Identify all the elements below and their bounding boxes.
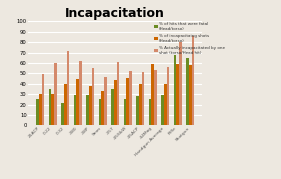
Bar	[76, 79, 79, 125]
Bar	[174, 55, 176, 125]
Bar	[139, 84, 142, 125]
Bar	[67, 50, 69, 125]
Bar	[167, 67, 169, 125]
Bar	[176, 64, 179, 125]
Bar	[39, 94, 42, 125]
Bar	[189, 65, 192, 125]
Bar	[114, 80, 117, 125]
Bar	[129, 71, 132, 125]
Bar	[101, 91, 104, 125]
Bar	[151, 64, 154, 125]
Bar	[117, 62, 119, 125]
Bar	[51, 94, 54, 125]
Bar	[64, 84, 67, 125]
Title: Incapacitation: Incapacitation	[65, 7, 165, 20]
Bar	[89, 86, 92, 125]
Bar	[124, 99, 126, 125]
Bar	[192, 36, 194, 125]
Bar	[149, 99, 151, 125]
Bar	[54, 63, 57, 125]
Bar	[92, 68, 94, 125]
Bar	[99, 99, 101, 125]
Bar	[74, 95, 76, 125]
Bar	[61, 103, 64, 125]
Bar	[86, 95, 89, 125]
Bar	[111, 89, 114, 125]
Bar	[36, 99, 39, 125]
Legend: % of hits that were fatal
(Head/torso), % of incapacitaing shots
(Head/torso), %: % of hits that were fatal (Head/torso), …	[153, 21, 226, 56]
Bar	[49, 89, 51, 125]
Bar	[164, 84, 167, 125]
Bar	[161, 95, 164, 125]
Bar	[186, 58, 189, 125]
Bar	[79, 61, 82, 125]
Bar	[42, 74, 44, 125]
Bar	[136, 96, 139, 125]
Bar	[179, 42, 182, 125]
Bar	[154, 70, 157, 125]
Bar	[104, 76, 107, 125]
Bar	[142, 72, 144, 125]
Bar	[126, 78, 129, 125]
